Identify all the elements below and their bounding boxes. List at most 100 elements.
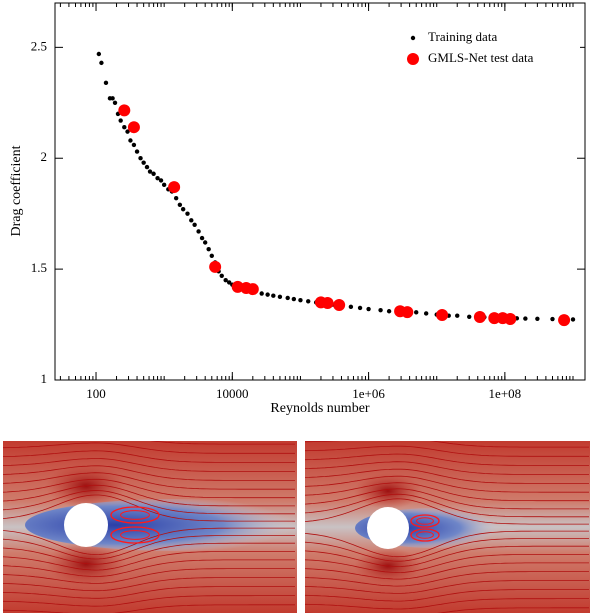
data-point xyxy=(535,316,540,321)
data-point xyxy=(285,295,290,301)
streamline xyxy=(305,530,589,558)
legend-label: Training data xyxy=(428,29,497,44)
data-point xyxy=(277,294,283,300)
streamline xyxy=(305,468,589,484)
recirculation-contour xyxy=(410,528,440,542)
streamline xyxy=(305,598,589,610)
data-point xyxy=(189,218,194,223)
streamline xyxy=(305,545,589,568)
streamline xyxy=(3,604,295,613)
streamline xyxy=(3,490,295,515)
streamline xyxy=(3,586,295,599)
data-point xyxy=(570,317,576,322)
recirculation-contour xyxy=(120,510,150,520)
streamline xyxy=(305,475,589,493)
data-point xyxy=(265,292,270,297)
data-point xyxy=(246,283,259,296)
streamline xyxy=(3,450,295,463)
streamline xyxy=(305,538,589,562)
streamline xyxy=(3,568,295,584)
data-point xyxy=(333,299,346,312)
streamline xyxy=(3,458,295,472)
data-point xyxy=(357,305,363,311)
data-point xyxy=(366,306,371,312)
data-point xyxy=(414,310,419,315)
data-point xyxy=(467,314,472,319)
recirculation-contour xyxy=(120,530,150,540)
recirculation-contour xyxy=(416,517,434,525)
x-tick-label: 1e+08 xyxy=(489,386,522,401)
data-point xyxy=(436,309,449,322)
legend-marker xyxy=(407,53,419,65)
streamline xyxy=(3,535,295,560)
data-point xyxy=(173,195,179,201)
plot-frame xyxy=(54,2,586,381)
y-tick-label: 2 xyxy=(41,149,48,164)
data-point xyxy=(141,160,146,165)
x-tick-label: 100 xyxy=(86,386,106,401)
data-point xyxy=(209,253,214,259)
streamline xyxy=(3,494,296,522)
data-point xyxy=(147,169,153,174)
streamline xyxy=(305,498,589,525)
data-point xyxy=(209,260,222,273)
legend-marker xyxy=(410,35,416,41)
y-axis-label: Drag coefficient xyxy=(9,145,24,236)
data-point xyxy=(206,246,211,252)
recirculation-contour xyxy=(110,526,160,544)
streamline xyxy=(305,493,589,518)
y-tick-label: 1 xyxy=(41,371,48,386)
data-point xyxy=(291,296,297,302)
x-tick-label: 10000 xyxy=(216,386,249,401)
streamline xyxy=(3,577,295,592)
data-point xyxy=(180,207,186,212)
data-point xyxy=(185,211,190,216)
streamline xyxy=(3,559,295,577)
data-point xyxy=(259,291,264,296)
data-point xyxy=(223,278,228,283)
data-point xyxy=(144,164,150,170)
streamline xyxy=(3,472,295,490)
data-point xyxy=(118,118,123,123)
data-point xyxy=(199,235,205,241)
streamline xyxy=(305,453,589,466)
flow-panel xyxy=(305,441,590,613)
x-tick-label: 1e+06 xyxy=(352,386,385,401)
data-point xyxy=(128,138,133,143)
streamline xyxy=(305,482,589,502)
data-point xyxy=(321,297,334,310)
data-point xyxy=(401,306,414,319)
streamline xyxy=(3,442,295,454)
data-point xyxy=(504,313,517,326)
data-point xyxy=(131,142,137,148)
data-point xyxy=(219,273,224,278)
y-tick-label: 1.5 xyxy=(31,260,47,275)
streamline xyxy=(3,484,295,507)
recirculation-contour xyxy=(110,506,160,524)
legend-label: GMLS-Net test data xyxy=(428,50,534,65)
x-axis-label: Reynolds number xyxy=(270,401,369,416)
data-point xyxy=(378,307,383,313)
data-point xyxy=(226,280,232,285)
data-point xyxy=(125,129,130,134)
data-point xyxy=(423,311,429,316)
data-point xyxy=(455,313,460,318)
data-point xyxy=(99,60,104,66)
legend-box xyxy=(395,28,580,74)
data-point xyxy=(127,121,140,134)
data-point xyxy=(155,175,160,181)
data-point xyxy=(158,178,164,183)
data-point xyxy=(473,311,486,324)
data-point xyxy=(134,149,140,154)
data-point xyxy=(168,181,181,194)
streamline xyxy=(3,478,295,499)
streamline xyxy=(305,441,589,448)
streamline xyxy=(3,542,295,565)
data-point xyxy=(386,309,392,314)
data-point xyxy=(488,312,501,325)
cylinder xyxy=(367,507,409,549)
data-point xyxy=(271,293,276,298)
streamline xyxy=(3,465,295,481)
streamline xyxy=(305,607,589,613)
